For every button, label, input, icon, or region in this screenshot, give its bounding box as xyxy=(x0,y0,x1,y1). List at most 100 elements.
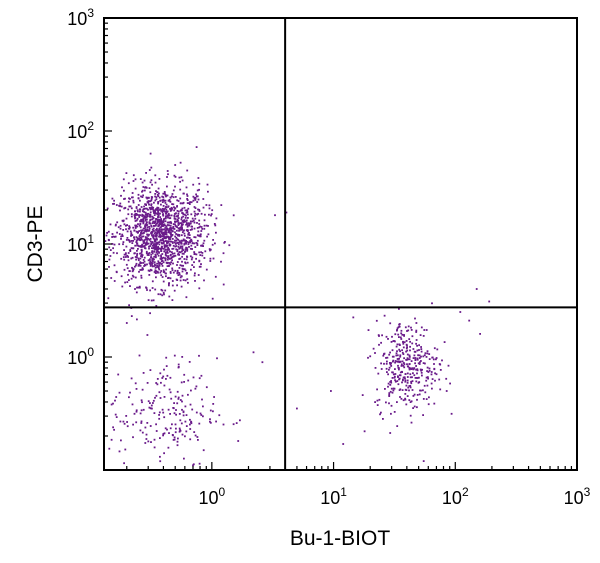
data-point xyxy=(108,447,111,450)
data-point xyxy=(420,348,423,350)
data-point xyxy=(380,411,382,414)
data-point xyxy=(393,387,396,390)
data-point xyxy=(148,225,151,228)
data-point xyxy=(158,231,161,234)
data-point xyxy=(159,257,162,260)
data-point xyxy=(198,287,201,290)
data-point xyxy=(176,250,179,253)
data-point xyxy=(410,421,413,424)
data-point xyxy=(157,187,160,190)
data-point xyxy=(180,422,183,425)
data-point xyxy=(144,225,146,227)
data-point xyxy=(203,239,206,242)
data-point xyxy=(171,267,174,270)
data-point xyxy=(190,422,193,425)
data-point xyxy=(416,358,419,361)
data-point xyxy=(143,227,146,230)
data-point xyxy=(137,193,140,196)
data-point xyxy=(113,243,116,246)
data-point xyxy=(165,233,168,236)
data-point xyxy=(126,281,129,283)
data-point xyxy=(150,407,153,410)
data-point xyxy=(120,275,123,278)
data-point xyxy=(107,230,110,233)
data-point xyxy=(390,387,393,390)
data-point xyxy=(176,271,179,274)
data-point xyxy=(419,334,422,336)
data-point xyxy=(161,201,164,203)
data-point xyxy=(408,363,411,366)
data-point xyxy=(202,242,205,245)
data-point xyxy=(194,236,197,239)
data-point xyxy=(136,254,138,257)
data-point xyxy=(214,224,217,227)
data-point xyxy=(161,276,164,278)
data-point xyxy=(144,226,147,229)
data-point xyxy=(126,421,128,423)
data-point xyxy=(196,227,199,229)
data-point xyxy=(192,463,195,466)
data-point xyxy=(160,225,163,227)
data-point xyxy=(181,394,184,397)
data-point xyxy=(410,360,413,362)
data-point xyxy=(162,205,165,207)
data-point xyxy=(189,222,192,225)
data-point xyxy=(180,227,183,229)
data-point xyxy=(150,203,153,206)
data-point xyxy=(141,255,143,258)
data-point xyxy=(419,389,421,392)
data-point xyxy=(425,398,428,400)
data-point xyxy=(181,231,184,234)
data-point xyxy=(390,341,393,343)
data-point xyxy=(155,272,157,274)
data-point xyxy=(157,202,159,205)
data-point xyxy=(222,252,225,255)
data-point xyxy=(176,444,179,447)
data-point xyxy=(180,285,183,288)
data-point xyxy=(383,362,385,365)
data-point xyxy=(142,214,145,217)
data-point xyxy=(213,223,216,225)
data-point xyxy=(157,247,159,250)
data-point xyxy=(166,194,169,197)
data-point xyxy=(186,229,189,231)
data-point xyxy=(202,206,205,209)
data-point xyxy=(198,182,201,185)
data-point xyxy=(181,224,183,227)
data-point xyxy=(405,347,408,350)
data-point xyxy=(128,279,130,281)
data-point xyxy=(126,224,128,226)
data-point xyxy=(168,224,170,227)
data-point xyxy=(158,229,161,231)
data-point xyxy=(188,246,190,248)
data-point xyxy=(132,275,135,278)
data-point xyxy=(158,227,161,230)
data-point xyxy=(129,270,131,272)
data-point xyxy=(407,325,410,328)
data-point xyxy=(186,209,189,212)
data-point xyxy=(342,443,345,445)
data-point xyxy=(175,427,177,430)
data-point xyxy=(127,213,130,216)
data-point xyxy=(120,205,123,208)
data-point xyxy=(178,258,181,260)
data-point xyxy=(142,217,145,219)
data-point xyxy=(139,245,142,248)
data-point xyxy=(206,235,208,238)
data-point xyxy=(168,262,171,264)
data-point xyxy=(396,425,399,427)
data-point xyxy=(374,367,377,369)
data-point xyxy=(186,255,188,258)
data-point xyxy=(413,393,416,396)
data-point xyxy=(170,235,173,238)
data-point xyxy=(164,251,167,254)
data-point xyxy=(184,213,186,216)
data-point xyxy=(164,272,167,275)
data-point xyxy=(431,387,433,390)
data-point xyxy=(194,199,197,201)
data-point xyxy=(140,232,142,235)
data-point xyxy=(162,434,164,437)
data-point xyxy=(203,219,206,222)
data-point xyxy=(155,208,157,211)
